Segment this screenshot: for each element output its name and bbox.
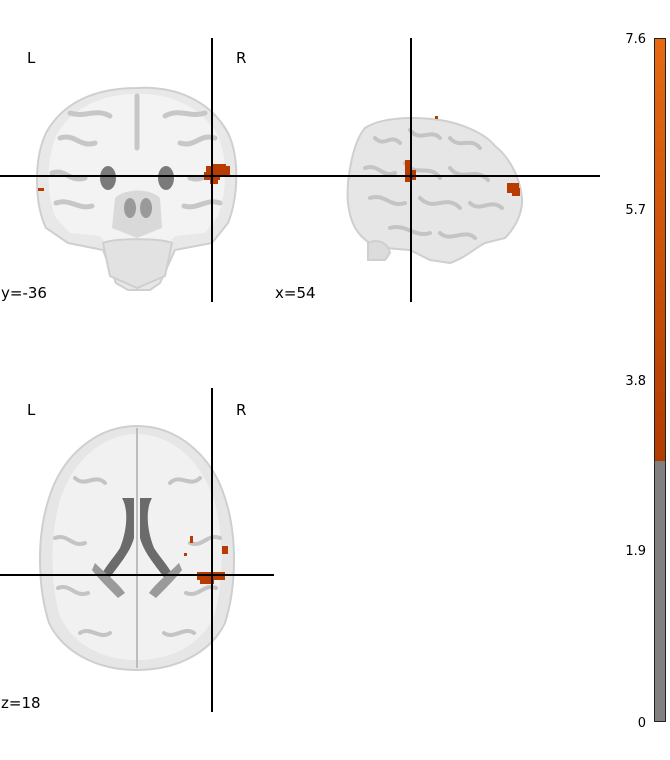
colorbar-tick-label: 5.7	[625, 203, 646, 218]
colorbar-tick-label: 3.8	[625, 374, 646, 389]
sagittal-slice-image	[270, 38, 600, 302]
colorbar-tick-label: 7.6	[625, 32, 646, 47]
axial-coordinate-label: z=18	[1, 694, 41, 712]
axial-right-label: R	[236, 401, 247, 419]
colorbar	[654, 38, 666, 722]
coronal-slice-image	[0, 38, 300, 302]
coronal-view[interactable]: L R y=-36	[0, 38, 300, 302]
axial-left-label: L	[27, 401, 36, 419]
axial-view[interactable]: L R z=18	[0, 388, 280, 712]
axial-slice-image	[0, 388, 274, 712]
colorbar-suprathreshold-segment	[655, 39, 665, 461]
sagittal-coordinate-label: x=54	[275, 284, 316, 302]
coronal-left-label: L	[27, 49, 36, 67]
coronal-coordinate-label: y=-36	[1, 284, 47, 302]
coronal-right-label: R	[236, 49, 247, 67]
sagittal-view[interactable]: x=54	[270, 38, 600, 302]
colorbar-tick-label: 1.9	[625, 544, 646, 559]
colorbar-subthreshold-segment	[655, 461, 665, 721]
colorbar-tick-label: 0	[637, 716, 646, 731]
